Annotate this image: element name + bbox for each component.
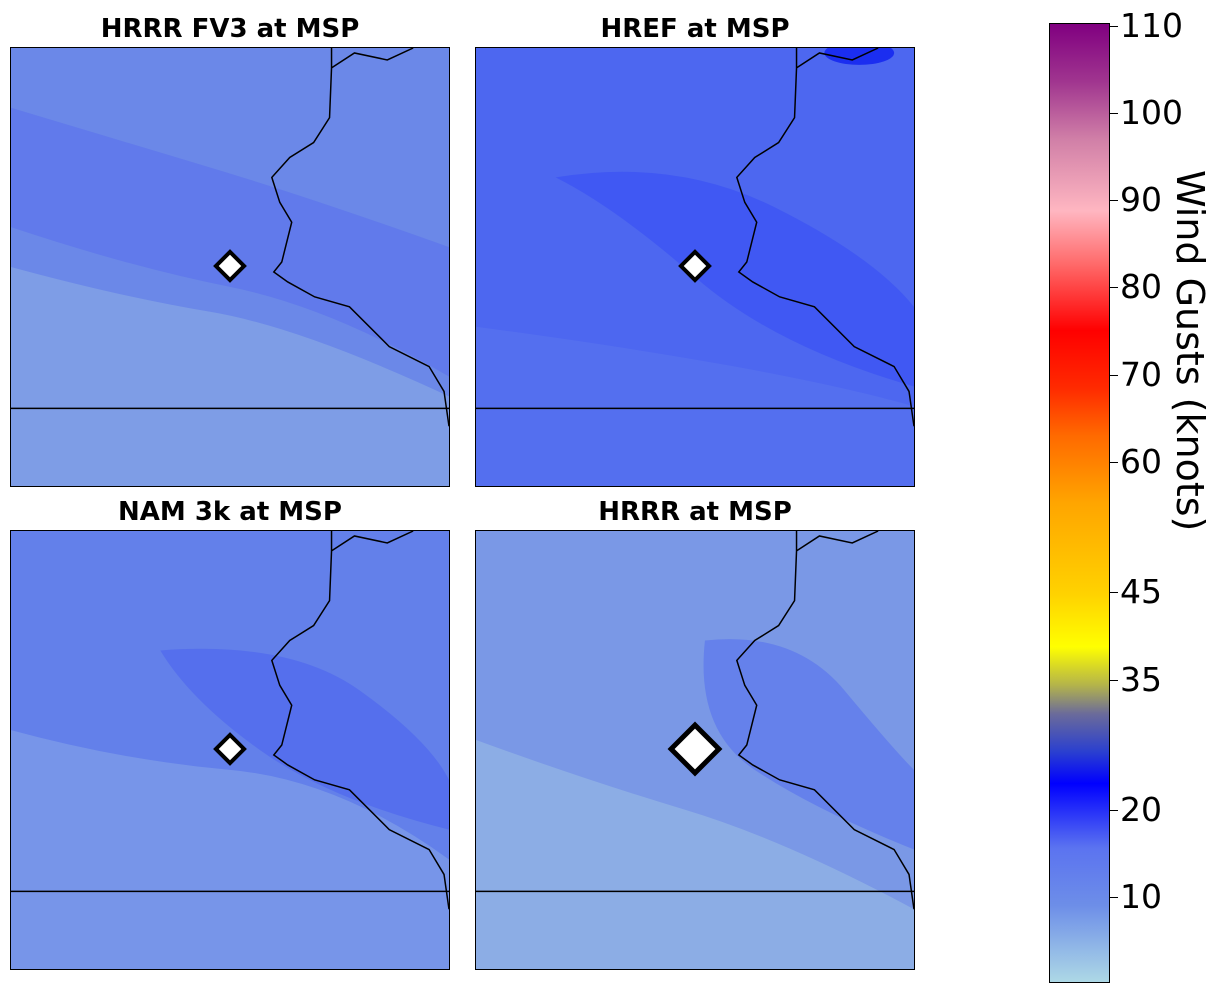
colorbar-tick-label: 10	[1120, 877, 1162, 916]
map-panel-nam-3k	[10, 530, 450, 970]
colorbar-tick-label: 100	[1120, 93, 1183, 132]
msp-station-marker	[213, 249, 247, 283]
colorbar-tick-label: 20	[1120, 790, 1162, 829]
map-wind-band-dark	[11, 107, 449, 377]
map-panel-hrrr	[475, 530, 915, 970]
colorbar-tick-label: 110	[1120, 6, 1183, 45]
map-state-border	[270, 531, 449, 910]
map-wind-band-dark	[160, 648, 449, 830]
colorbar-tick	[1110, 680, 1118, 681]
colorbar-tick	[1110, 113, 1118, 114]
map-state-border	[270, 48, 449, 427]
panel-title-href: HREF at MSP	[600, 14, 790, 44]
map-wind-band-light	[11, 730, 449, 969]
colorbar-tick	[1110, 592, 1118, 593]
map-panel-hrrr-fv3	[10, 47, 450, 487]
colorbar-label: Wind Gusts (knots)	[1168, 170, 1212, 532]
colorbar-wind-gusts	[1049, 23, 1110, 983]
map-wind-band-light	[476, 326, 914, 486]
msp-station-marker	[667, 721, 723, 777]
map-state-border	[735, 531, 914, 910]
colorbar-tick	[1110, 26, 1118, 27]
colorbar-tick	[1110, 810, 1118, 811]
map-wind-band-dark	[703, 639, 914, 850]
colorbar-tick	[1110, 462, 1118, 463]
colorbar-tick-label: 80	[1120, 267, 1162, 306]
msp-station-marker	[678, 249, 712, 283]
colorbar-tick	[1110, 287, 1118, 288]
colorbar-tick	[1110, 200, 1118, 201]
colorbar-tick-label: 60	[1120, 442, 1162, 481]
map-wind-band-light	[476, 740, 914, 969]
colorbar-tick-label: 90	[1120, 180, 1162, 219]
colorbar-tick	[1110, 897, 1118, 898]
colorbar-tick-label: 35	[1120, 660, 1162, 699]
panel-title-nam-3k: NAM 3k at MSP	[118, 497, 342, 527]
map-wind-band-light	[11, 267, 449, 486]
map-state-border	[735, 48, 914, 427]
panel-title-hrrr: HRRR at MSP	[598, 497, 792, 527]
colorbar-tick-label: 45	[1120, 572, 1162, 611]
msp-station-marker	[213, 732, 247, 766]
colorbar-tick-label: 70	[1120, 355, 1162, 394]
panel-title-hrrr-fv3: HRRR FV3 at MSP	[100, 14, 360, 44]
map-panel-href	[475, 47, 915, 487]
colorbar-tick	[1110, 375, 1118, 376]
map-wind-band-dark	[555, 171, 914, 387]
